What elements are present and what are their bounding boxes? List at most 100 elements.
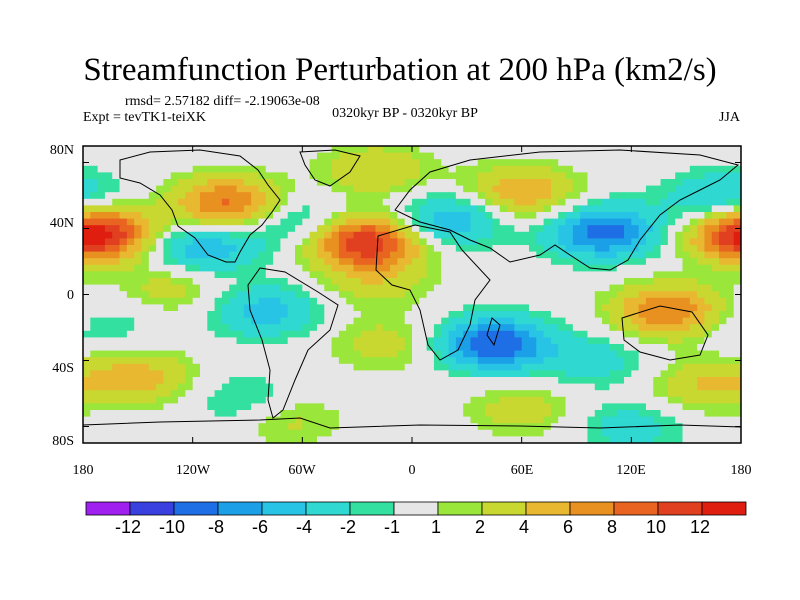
heatmap-cell	[295, 179, 303, 187]
heatmap-cell	[324, 357, 333, 365]
heatmap-cell	[448, 330, 457, 338]
heatmap-cell	[558, 146, 567, 154]
heatmap-cell	[375, 363, 384, 371]
heatmap-cell	[543, 271, 552, 279]
heatmap-cell	[594, 377, 603, 385]
heatmap-cell	[382, 185, 391, 193]
heatmap-cell	[711, 146, 720, 154]
heatmap-cell	[287, 198, 296, 206]
heatmap-cell	[207, 390, 216, 398]
heatmap-cell	[733, 416, 741, 424]
heatmap-cell	[682, 165, 691, 173]
heatmap-cell	[90, 390, 99, 398]
heatmap-cell	[587, 297, 596, 305]
heatmap-cell	[119, 205, 128, 213]
heatmap-cell	[287, 278, 296, 286]
heatmap-cell	[733, 192, 741, 200]
heatmap-cell	[97, 311, 106, 319]
heatmap-cell	[499, 278, 508, 286]
heatmap-cell	[141, 264, 150, 272]
heatmap-cell	[404, 245, 413, 253]
heatmap-cell	[433, 245, 442, 253]
heatmap-cell	[704, 245, 713, 253]
heatmap-cell	[243, 218, 252, 226]
heatmap-cell	[667, 410, 676, 418]
heatmap-cell	[126, 396, 135, 404]
heatmap-cell	[682, 311, 691, 319]
heatmap-cell	[112, 251, 121, 259]
heatmap-cell	[126, 357, 135, 365]
heatmap-cell	[726, 238, 735, 246]
heatmap-cell	[302, 258, 311, 266]
heatmap-cell	[258, 423, 267, 431]
heatmap-cell	[412, 218, 420, 226]
heatmap-cell	[126, 225, 135, 233]
heatmap-cell	[485, 410, 493, 418]
heatmap-cell	[178, 291, 186, 299]
heatmap-cell	[258, 429, 267, 437]
heatmap-cell	[178, 185, 186, 193]
heatmap-cell	[528, 238, 537, 246]
heatmap-cell	[499, 271, 508, 279]
heatmap-cell	[543, 297, 552, 305]
heatmap-cell	[375, 218, 384, 226]
heatmap-cell	[433, 297, 442, 305]
heatmap-cell	[156, 278, 164, 286]
heatmap-cell	[346, 231, 355, 239]
heatmap-cell	[185, 324, 194, 332]
heatmap-cell	[134, 172, 142, 180]
heatmap-cell	[382, 350, 391, 358]
heatmap-cell	[463, 390, 471, 398]
heatmap-cell	[697, 205, 705, 213]
heatmap-cell	[675, 251, 684, 259]
heatmap-cell	[192, 304, 201, 312]
heatmap-cell	[507, 264, 515, 272]
heatmap-cell	[338, 231, 347, 239]
heatmap-cell	[594, 297, 603, 305]
heatmap-cell	[645, 225, 654, 233]
heatmap-cell	[477, 396, 486, 404]
heatmap-cell	[236, 297, 245, 305]
heatmap-cell	[689, 146, 698, 154]
heatmap-cell	[251, 179, 259, 187]
heatmap-cell	[338, 258, 347, 266]
heatmap-cell	[638, 383, 647, 391]
heatmap-cell	[653, 357, 662, 365]
heatmap-cell	[156, 423, 164, 431]
heatmap-cell	[675, 271, 684, 279]
heatmap-cell	[141, 416, 150, 424]
heatmap-cell	[97, 152, 106, 160]
heatmap-cell	[126, 284, 135, 292]
heatmap-cell	[134, 278, 142, 286]
heatmap-cell	[382, 278, 391, 286]
heatmap-cell	[280, 198, 289, 206]
heatmap-cell	[602, 370, 610, 378]
heatmap-cell	[251, 212, 259, 220]
heatmap-cell	[156, 205, 164, 213]
heatmap-cell	[251, 258, 259, 266]
heatmap-cell	[645, 251, 654, 259]
heatmap-cell	[594, 179, 603, 187]
heatmap-cell	[265, 165, 274, 173]
heatmap-cell	[156, 258, 164, 266]
heatmap-cell	[338, 429, 347, 437]
heatmap-cell	[441, 403, 450, 411]
heatmap-cell	[653, 291, 662, 299]
heatmap-cell	[682, 284, 691, 292]
heatmap-cell	[178, 297, 186, 305]
heatmap-cell	[178, 172, 186, 180]
heatmap-cell	[616, 297, 625, 305]
heatmap-cell	[441, 383, 450, 391]
heatmap-cell	[572, 245, 581, 253]
heatmap-cell	[660, 238, 669, 246]
heatmap-cell	[448, 337, 457, 345]
heatmap-cell	[521, 390, 530, 398]
heatmap-cell	[550, 251, 559, 259]
heatmap-cell	[404, 185, 413, 193]
heatmap-cell	[426, 357, 435, 365]
heatmap-cell	[441, 363, 450, 371]
heatmap-cell	[229, 423, 238, 431]
y-tick-label: 80N	[49, 143, 74, 158]
heatmap-cell	[726, 192, 735, 200]
heatmap-cell	[667, 337, 676, 345]
